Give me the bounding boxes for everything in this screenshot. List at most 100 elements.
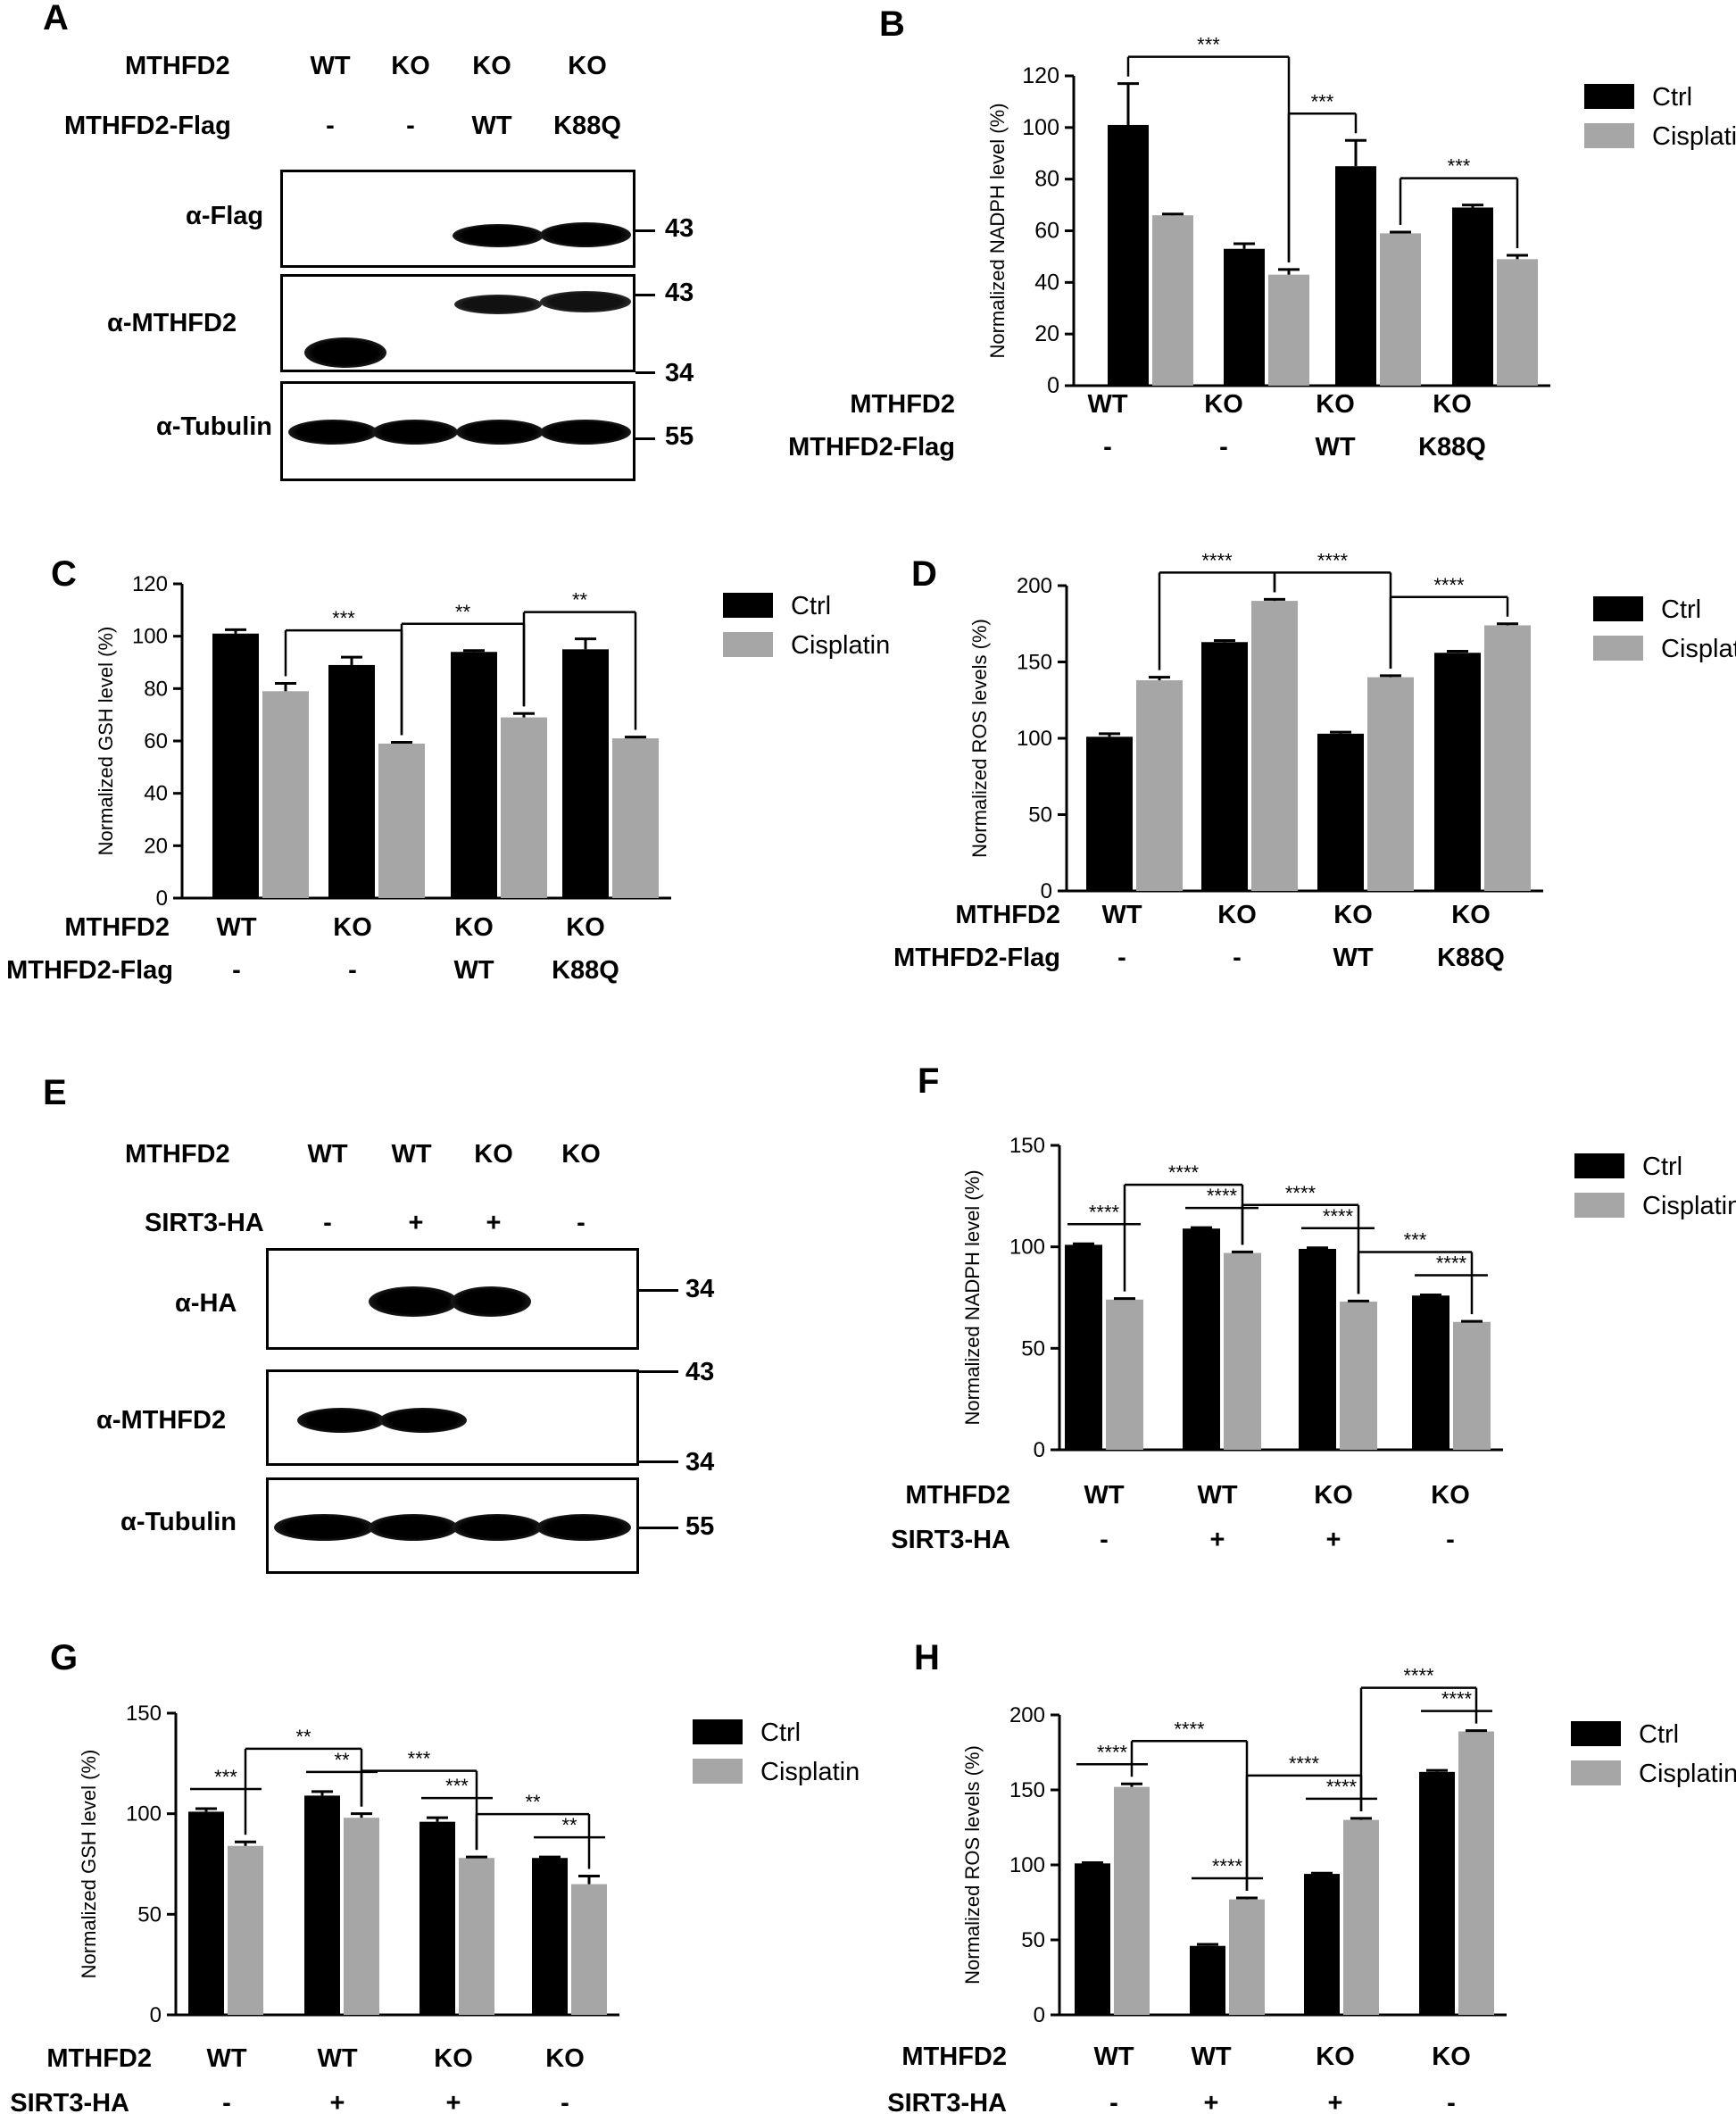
significance-label: **** <box>1207 1185 1238 1207</box>
row-label: MTHFD2 <box>905 1481 1010 1510</box>
group-label: KO <box>1316 390 1355 419</box>
significance-label: *** <box>1404 1229 1427 1252</box>
significance-label: *** <box>214 1766 237 1788</box>
legend-swatch <box>723 632 773 657</box>
group-label: WT <box>1084 1481 1124 1510</box>
band <box>304 337 386 368</box>
antibody-label: α-MTHFD2 <box>96 1406 227 1435</box>
row-label: SIRT3-HA <box>891 1526 1010 1554</box>
bar-ctrl-2 <box>328 664 375 898</box>
y-tick-label: 0 <box>1034 1438 1045 1462</box>
legend-swatch <box>1584 84 1634 109</box>
band <box>453 224 544 247</box>
y-axis-label: Normalized ROS levels (%) <box>968 619 991 858</box>
mw-marker: 55 <box>665 422 694 451</box>
y-axis-label: Normalized NADPH level (%) <box>986 103 1009 358</box>
row-label: MTHFD2-Flag <box>788 433 955 462</box>
group-label: WT <box>1333 944 1373 972</box>
panel-letter-f: F <box>918 1061 939 1101</box>
blot-mthfd2 <box>280 274 635 372</box>
group-label: WT <box>453 956 494 985</box>
legend-swatch <box>1571 1721 1621 1746</box>
y-tick-label: 0 <box>1047 373 1059 398</box>
significance-label: ** <box>561 1814 577 1836</box>
legend-label: Cisplatin <box>1642 1192 1736 1220</box>
y-axis-label: Normalized NADPH level (%) <box>961 1169 984 1425</box>
lane-genotype: WT <box>307 1140 348 1169</box>
legend-label: Ctrl <box>1661 595 1701 624</box>
group-label: WT <box>1315 433 1355 462</box>
y-tick-label: 150 <box>1009 1778 1045 1802</box>
mw-marker: 34 <box>685 1448 715 1477</box>
panel-letter-b: B <box>879 4 905 44</box>
legend-label: Cisplatin <box>760 1758 860 1786</box>
y-tick-label: 80 <box>1034 167 1059 192</box>
significance-label: *** <box>1311 90 1334 112</box>
group-label: WT <box>317 2044 357 2073</box>
mw-tick <box>639 1370 678 1373</box>
group-label: - <box>1100 1526 1109 1554</box>
y-tick-label: 150 <box>126 1702 162 1726</box>
y-tick-label: 50 <box>137 1902 162 1926</box>
bar-ctrl-4 <box>1419 1771 1455 2015</box>
group-label: KO <box>566 913 605 942</box>
group-label: WT <box>1101 901 1142 929</box>
blot-tubulin <box>266 1477 639 1574</box>
row-label: MTHFD2-Flag <box>6 956 173 985</box>
band <box>372 420 458 445</box>
bar-cisplatin-3 <box>459 1858 494 2015</box>
lane-genotype: KO <box>391 52 430 80</box>
y-axis-label: Normalized GSH level (%) <box>95 627 117 856</box>
group-label: - <box>1103 433 1112 462</box>
bar-ctrl-4 <box>1412 1295 1449 1450</box>
significance-label: *** <box>1448 155 1471 178</box>
group-label: KO <box>1433 390 1472 419</box>
y-axis-label: Normalized ROS levels (%) <box>961 1745 984 1985</box>
band <box>288 420 378 445</box>
blot-tubulin <box>280 381 635 481</box>
chart-d: D 0 50 100 150 200 Normalized ROS levels (%) **… <box>893 549 1736 972</box>
group-label: WT <box>1191 2043 1231 2071</box>
group-label: KO <box>333 913 372 942</box>
y-tick-label: 100 <box>126 1802 162 1827</box>
lane-construct: + <box>486 1209 502 1237</box>
bar-cisplatin-2 <box>344 1818 379 2015</box>
group-label: KO <box>545 2044 585 2073</box>
row-label: MTHFD2 <box>46 2044 152 2073</box>
bar-cisplatin-1 <box>1106 1299 1143 1450</box>
y-tick-label: 100 <box>132 625 168 649</box>
bar-ctrl-4 <box>1452 207 1493 386</box>
band <box>297 1408 385 1433</box>
y-tick-label: 150 <box>1009 1134 1045 1158</box>
legend-swatch <box>1571 1760 1621 1785</box>
lane-construct: - <box>406 112 415 140</box>
lane-genotype: KO <box>561 1140 601 1169</box>
legend-swatch <box>1574 1153 1624 1178</box>
bar-ctrl-4 <box>532 1858 568 2015</box>
significance-label: **** <box>1326 1776 1358 1798</box>
legend-swatch <box>723 593 773 618</box>
antibody-label: α-Flag <box>186 202 264 230</box>
group-label: - <box>1117 944 1126 972</box>
legend-label: Cisplatin <box>1661 635 1736 663</box>
row-label-mthfd2: MTHFD2 <box>125 52 230 80</box>
antibody-label: α-MTHFD2 <box>107 309 237 337</box>
bar-ctrl-3 <box>1299 1248 1336 1450</box>
significance-label: **** <box>1097 1741 1128 1763</box>
y-tick-label: 50 <box>1021 1928 1045 1952</box>
mw-tick <box>635 294 655 296</box>
significance-label: **** <box>1201 549 1233 571</box>
band <box>454 295 542 314</box>
band <box>451 1286 531 1317</box>
band <box>540 222 631 247</box>
y-tick-label: 200 <box>1017 574 1052 598</box>
bar-cisplatin-2 <box>1229 1899 1265 2015</box>
lane-construct: - <box>326 112 335 140</box>
mw-marker: 55 <box>685 1512 715 1541</box>
group-label: + <box>1328 2089 1343 2118</box>
bar-cisplatin-1 <box>228 1845 263 2015</box>
bar-cisplatin-4 <box>1458 1731 1494 2015</box>
bar-cisplatin-2 <box>1224 1252 1261 1450</box>
y-tick-label: 120 <box>1022 63 1059 88</box>
